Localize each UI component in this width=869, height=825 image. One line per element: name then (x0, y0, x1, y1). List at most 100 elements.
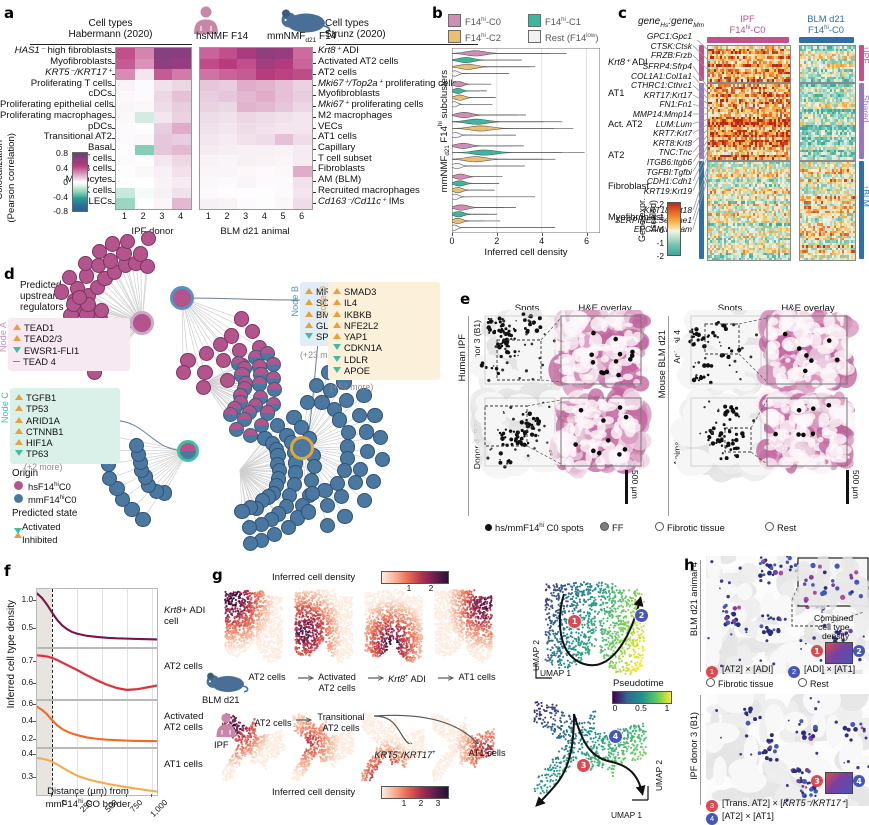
hub-node-B[interactable] (170, 286, 194, 310)
panel-c-letter: c (618, 4, 627, 22)
panel-h-top-rule (700, 560, 701, 672)
regulator-node[interactable] (129, 438, 144, 453)
regulator-node[interactable] (307, 459, 322, 474)
regulator-node[interactable] (140, 259, 155, 274)
regulator-node[interactable] (141, 231, 156, 246)
panel-f-subplot (36, 648, 158, 700)
regulator-node[interactable] (334, 489, 349, 504)
panel-b-x-axis-label: Inferred cell density (452, 247, 600, 258)
node-box-label-C: Node C (0, 392, 10, 423)
panel-f-y-tick: 0.5 (2, 623, 33, 632)
hub-node-C[interactable] (177, 440, 199, 462)
regulator-node[interactable] (266, 357, 281, 372)
panel-a-left-header-2: Habermann (2020) (28, 29, 193, 40)
panel-h-bottom-legend-item: 3[Trans. AT2] × [KRT5⁻/KRT17⁺] (706, 798, 848, 812)
panel-a-left-col-label: 2 (134, 211, 153, 221)
panel-b-x-tick: 4 (533, 236, 551, 246)
regulator-node[interactable] (320, 518, 335, 533)
panel-f-series-label: AT1 cells (164, 759, 230, 770)
activated-icon (15, 428, 23, 434)
regulator-item: NFE2L2 (333, 320, 433, 331)
regulator-node[interactable] (320, 498, 335, 513)
regulator-item: YAP1 (333, 331, 433, 342)
panel-h-top-legend-extra: Fibrotic tissue (706, 678, 774, 689)
hub-node-D[interactable] (290, 436, 314, 460)
regulator-node[interactable] (234, 311, 249, 326)
panel-a-colorbar-tick: -0.4 (42, 192, 68, 202)
regulator-node[interactable] (196, 380, 211, 395)
panel-c-colorbar (667, 202, 681, 256)
panel-d-legend-origin-title: Origin (12, 468, 38, 479)
activated-icon (305, 311, 313, 317)
regulator-node[interactable] (176, 365, 191, 380)
regulator-node[interactable] (348, 475, 363, 490)
panel-a-right-row-label: Cd163⁻/Cd11c⁺ IMs (318, 197, 404, 208)
panel-f-y-tick-mark (33, 661, 36, 662)
node-box-label-A: Node A (0, 322, 8, 352)
regulator-node[interactable] (339, 393, 354, 408)
regulator-node[interactable] (234, 504, 249, 519)
activated-icon (15, 394, 23, 400)
panel-g-pseudotime-tick: 0 (607, 703, 623, 713)
panel-c-ipf-bar (707, 37, 789, 43)
panel-b-legend-item: F14hi-C0 (448, 14, 501, 27)
inhibited-icon (333, 367, 341, 373)
panel-h-bottom-legend-right-badge: 4 (853, 775, 865, 787)
regulator-node[interactable] (375, 452, 390, 467)
regulator-node[interactable] (367, 408, 382, 423)
regulator-node[interactable] (197, 365, 212, 380)
regulator-item: ARID1A (15, 415, 113, 426)
regulator-item: CTNNB1 (15, 426, 113, 437)
regulator-item: CDKN1A (333, 342, 433, 353)
regulator-item: SMAD3 (333, 286, 433, 297)
regulator-node[interactable] (120, 234, 135, 249)
activated-icon (13, 335, 21, 341)
regulator-node[interactable] (337, 509, 352, 524)
panel-f-y-tick: 0.6 (2, 699, 33, 708)
panel-e-letter: e (460, 290, 470, 308)
regulator-node[interactable] (220, 373, 235, 388)
inhibited-icon (333, 356, 341, 362)
regulator-item: HIF1A (15, 437, 113, 448)
panel-g-pseudotime-tick: 1 (659, 703, 675, 713)
panel-g-top-flow-label: AT2 cells (236, 672, 298, 683)
regulator-node[interactable] (199, 346, 214, 361)
regulator-node[interactable] (216, 353, 231, 368)
panel-a-right-row-tick (313, 181, 316, 182)
panel-c-heatmap-blm-blm (799, 161, 856, 261)
regulator-node[interactable] (366, 474, 381, 489)
panel-a-right-axis-title: BLM d21 animal (199, 226, 311, 237)
regulator-node[interactable] (359, 424, 374, 439)
regulator-node[interactable] (305, 486, 320, 501)
panel-a-colorbar-tick: 0 (42, 177, 68, 187)
regulator-node[interactable] (267, 382, 282, 397)
panel-a-right-row-tick (313, 128, 316, 129)
panel-g-badge-1: 1 (567, 614, 582, 629)
panel-a-colorbar-tick: -0.8 (42, 206, 68, 216)
regulator-node[interactable] (360, 444, 375, 459)
activated-icon (305, 299, 313, 305)
panel-g-bottom-flow-label: AT2 cells (240, 718, 306, 729)
panel-f-y-tick: 0.3 (2, 772, 33, 781)
hub-node-A[interactable] (130, 311, 154, 335)
regulator-node[interactable] (243, 536, 258, 551)
regulator-item: IL4 (333, 297, 433, 308)
activated-icon (15, 439, 23, 445)
panel-f-y-tick: 0.7 (2, 656, 33, 665)
panel-g-top-colorbar-title: Inferred cell density (272, 572, 355, 583)
panel-b-x-tick: 0 (443, 236, 461, 246)
regulator-node[interactable] (54, 284, 69, 299)
regulator-node[interactable] (300, 395, 315, 410)
panel-a-right-factor: mmNMFd21 F14 (267, 31, 336, 44)
regulator-node[interactable] (301, 504, 316, 519)
panel-a-colorbar-title-2: (Pearson correlation) (6, 133, 17, 223)
regulator-node[interactable] (373, 430, 388, 445)
regulator-node[interactable] (102, 471, 117, 486)
panel-g-umap2-label-bottom: UMAP 1 (611, 810, 642, 820)
regulator-node[interactable] (341, 425, 356, 440)
panel-a-colorbar-title-1: Colocalization (0, 140, 5, 200)
regulator-node[interactable] (72, 290, 87, 305)
